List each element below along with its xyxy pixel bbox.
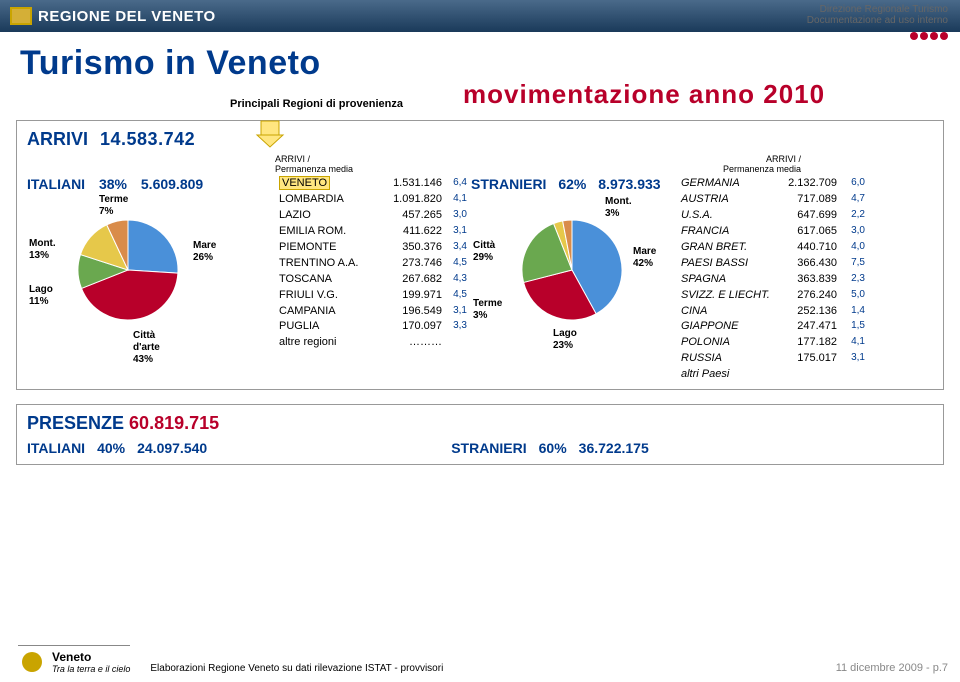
table-row: GERMANIA2.132.7096,0 (681, 176, 881, 192)
table-row: TRENTINO A.A.273.7464,5 (279, 256, 467, 272)
presenze-box: PRESENZE 60.819.715 ITALIANI 40% 24.097.… (16, 404, 944, 465)
italiani-block: ITALIANI 38% 5.609.809 Mare 26%Città d'a… (27, 176, 275, 383)
table-row: SVIZZ. E LIECHT.276.2405,0 (681, 288, 881, 304)
pie-italiani: Mare 26%Città d'arte 43%Lago 11%Mont. 13… (33, 200, 243, 360)
direzione: Direzione Regionale Turismo (807, 4, 948, 15)
subtitle-left: Principali Regioni di provenienza (230, 98, 403, 110)
table-row: VENETO1.531.1466,4 (279, 176, 467, 192)
footer-source: Elaborazioni Regione Veneto su dati rile… (150, 663, 443, 674)
perm-header-2: ARRIVI / Permanenza media (661, 154, 801, 174)
stranieri-pct: 62% (558, 176, 586, 192)
table-row: SPAGNA363.8392,3 (681, 272, 881, 288)
doc-uso: Documentazione ad uso interno (807, 15, 948, 26)
subtitle-right: movimentazione anno 2010 (463, 79, 825, 110)
stranieri-label: STRANIERI (471, 176, 546, 192)
arrivi-total: 14.583.742 (100, 129, 195, 150)
footer-logo: Veneto Tra la terra e il cielo (18, 645, 130, 674)
arrivi-label: ARRIVI (27, 129, 88, 150)
pie-label: Mont. 13% (29, 238, 56, 262)
perm-header-1: ARRIVI / Permanenza media (275, 154, 455, 174)
regions-table: VENETO1.531.1466,4LOMBARDIA1.091.8204,1L… (279, 176, 467, 383)
italiani-pct: 38% (99, 176, 127, 192)
table-row: LOMBARDIA1.091.8204,1 (279, 192, 467, 208)
table-row: altri Paesi (681, 367, 881, 383)
pie-label: Lago 11% (29, 284, 53, 308)
pie-label: Mont. 3% (605, 196, 632, 220)
pie-stranieri: Mare 42%Città 29%Lago 23%Mont. 3%Terme 3… (477, 200, 687, 360)
countries-table: GERMANIA2.132.7096,0AUSTRIA717.0894,7U.S… (681, 176, 881, 383)
table-row: RUSSIA175.0173,1 (681, 351, 881, 367)
header-region: REGIONE DEL VENETO (38, 8, 216, 25)
pie-label: Terme 3% (473, 298, 502, 322)
italiani-label: ITALIANI (27, 176, 85, 192)
table-row: CINA252.1361,4 (681, 304, 881, 320)
italiani-val: 5.609.809 (141, 176, 203, 192)
table-row: AUSTRIA717.0894,7 (681, 192, 881, 208)
table-row: GRAN BRET.440.7104,0 (681, 240, 881, 256)
pie-label: Terme 7% (99, 194, 128, 218)
table-row: LAZIO457.2653,0 (279, 208, 467, 224)
cols-header: ARRIVI / Permanenza media ARRIVI / Perma… (27, 154, 933, 174)
table-row: GIAPPONE247.4711,5 (681, 319, 881, 335)
table-row: altre regioni……… (279, 335, 467, 351)
pie-label: Mare 26% (193, 240, 216, 264)
table-row: POLONIA177.1824,1 (681, 335, 881, 351)
footer: Veneto Tra la terra e il cielo Elaborazi… (18, 645, 948, 674)
stranieri-val: 8.973.933 (598, 176, 660, 192)
footer-date: 11 dicembre 2009 - p.7 (836, 662, 948, 674)
stranieri-block: STRANIERI 62% 8.973.933 Mare 42% Città 29… (471, 176, 677, 383)
pie-label: Lago 23% (553, 328, 577, 352)
dots-deco (807, 32, 948, 43)
table-row: CAMPANIA196.5493,1 (279, 304, 467, 320)
pie-label: Città d'arte 43% (133, 330, 160, 366)
table-row: EMILIA ROM.411.6223,1 (279, 224, 467, 240)
header-flag-icon (10, 7, 32, 25)
table-row: PUGLIA170.0973,3 (279, 319, 467, 335)
presenze-title: PRESENZE 60.819.715 (27, 413, 933, 434)
arrow-down-icon (253, 119, 287, 149)
table-row: PIEMONTE350.3763,4 (279, 240, 467, 256)
veneto-logo-icon (18, 650, 46, 674)
main-box: ARRIVI 14.583.742 ARRIVI / Permanenza me… (16, 120, 944, 390)
table-row: FRANCIA617.0653,0 (681, 224, 881, 240)
table-row: U.S.A.647.6992,2 (681, 208, 881, 224)
table-row: TOSCANA267.6824,3 (279, 272, 467, 288)
page-title: Turismo in Veneto (20, 44, 960, 83)
presenze-row: ITALIANI 40% 24.097.540 STRANIERI 60% 36… (27, 440, 933, 456)
table-row: PAESI BASSI366.4307,5 (681, 256, 881, 272)
pie-label: Mare 42% (633, 246, 656, 270)
arrivi-row: ARRIVI 14.583.742 (27, 129, 933, 150)
table-row: FRIULI V.G.199.9714,5 (279, 288, 467, 304)
top-right-meta: Direzione Regionale Turismo Documentazio… (807, 4, 948, 43)
pie-label: Città 29% (473, 240, 495, 264)
